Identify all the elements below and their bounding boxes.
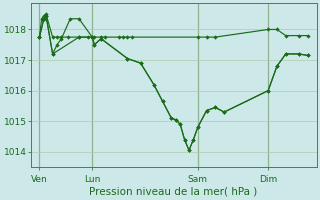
X-axis label: Pression niveau de la mer( hPa ): Pression niveau de la mer( hPa ) [90, 187, 258, 197]
